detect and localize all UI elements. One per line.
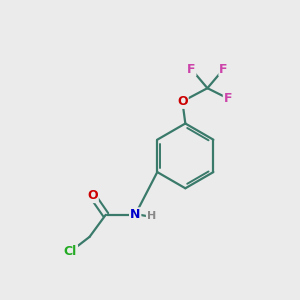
Text: O: O — [177, 95, 188, 108]
Text: F: F — [219, 62, 228, 76]
Text: F: F — [224, 92, 232, 105]
Text: F: F — [187, 62, 196, 76]
Text: N: N — [130, 208, 140, 221]
Text: H: H — [147, 211, 156, 221]
Text: O: O — [87, 189, 98, 202]
Text: Cl: Cl — [64, 245, 77, 258]
